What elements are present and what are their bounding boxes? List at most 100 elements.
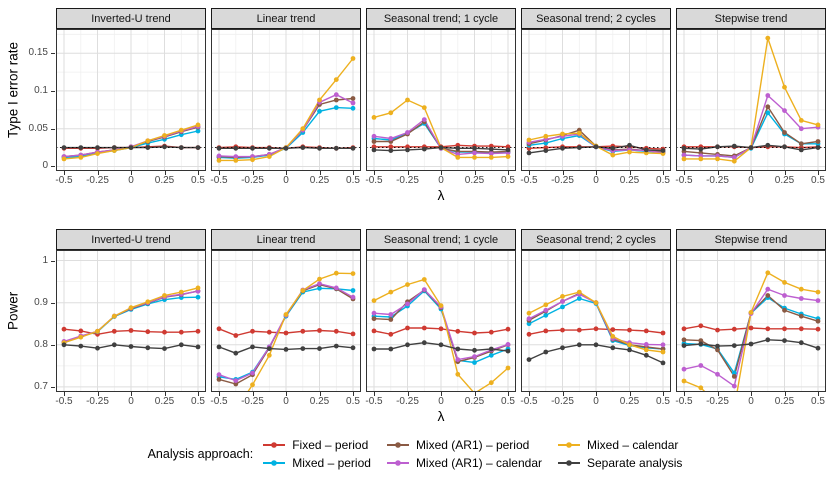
x-axis-tick-mark — [818, 171, 819, 175]
x-axis-tick-label: -0.25 — [706, 175, 729, 186]
x-axis-tick-label: -0.25 — [396, 396, 419, 407]
panel-plot — [366, 250, 516, 392]
panel-plot — [521, 29, 671, 171]
x-axis-tick-mark — [663, 392, 664, 396]
legend-entry: Mixed (AR1) – period — [386, 438, 542, 452]
x-axis-tick-mark — [64, 171, 65, 175]
panel-plot — [56, 250, 206, 392]
x-axis-tick-mark — [374, 392, 375, 396]
x-axis-tick-label: -0.25 — [551, 396, 574, 407]
x-axis-tick-mark — [97, 392, 99, 396]
panel-plot — [676, 250, 826, 392]
facet-panel: Seasonal trend; 1 cycle — [366, 8, 516, 171]
y-axis-tick-label: 0.7 — [34, 380, 48, 392]
x-axis-tick-mark — [198, 392, 199, 396]
x-axis-tick-label: 0.5 — [346, 175, 360, 186]
x-axis-tick-label: 0.5 — [656, 175, 670, 186]
legend-entry: Mixed – calendar — [557, 438, 682, 452]
legend-title: Analysis approach: — [147, 447, 254, 461]
y-axis-tick-mark — [51, 166, 55, 168]
x-axis-tick-label: 0 — [128, 396, 134, 407]
x-axis-tick-mark — [64, 392, 65, 396]
x-axis-tick-mark — [596, 392, 597, 396]
legend-entry: Separate analysis — [557, 456, 682, 470]
facet-panel: Seasonal trend; 1 cycle — [366, 229, 516, 392]
panel-plot — [366, 29, 516, 171]
x-axis-tick-mark — [319, 392, 321, 396]
x-axis-tick-label: 0.25 — [154, 396, 175, 407]
y-axis-tick-mark — [51, 386, 55, 388]
x-axis-tick-label: 0 — [748, 175, 754, 186]
x-axis-tick-label: -0.5 — [55, 396, 73, 407]
x-axis-tick-label: -0.25 — [241, 396, 264, 407]
x-axis-tick-mark — [529, 392, 530, 396]
x-axis-tick-mark — [784, 171, 786, 175]
x-axis-tick-mark — [717, 392, 719, 396]
legend-entry-label: Mixed – calendar — [587, 438, 679, 452]
x-axis-tick-label: 0.5 — [191, 175, 205, 186]
y-axis-tick-label: 0 — [42, 160, 48, 172]
x-axis-tick-label: -0.25 — [86, 396, 109, 407]
x-axis-tick-mark — [131, 392, 132, 396]
x-axis-tick-label: -0.25 — [706, 396, 729, 407]
x-axis-tick-mark — [474, 171, 476, 175]
x-axis-tick-label: 0 — [283, 175, 289, 186]
legend-entry: Mixed (AR1) – calendar — [386, 456, 542, 470]
legend-entry-label: Fixed – period — [292, 438, 369, 452]
facet-strip-label: Seasonal trend; 1 cycle — [366, 229, 516, 250]
x-axis-tick-mark — [407, 171, 409, 175]
panel-plot — [56, 29, 206, 171]
x-axis-tick-label: -0.25 — [396, 175, 419, 186]
x-axis-tick-label: 0 — [283, 396, 289, 407]
panel-plot — [676, 29, 826, 171]
x-axis-tick-mark — [629, 392, 631, 396]
x-axis-tick-label: -0.5 — [675, 175, 693, 186]
x-axis-tick-label: 0 — [438, 175, 444, 186]
x-axis-tick-mark — [374, 171, 375, 175]
x-axis-tick-label: -0.5 — [520, 175, 538, 186]
x-axis-tick-mark — [97, 171, 99, 175]
x-axis-tick-label: 0 — [593, 175, 599, 186]
x-axis-tick-mark — [629, 171, 631, 175]
legend-entry-label: Mixed – period — [292, 456, 371, 470]
x-axis-tick-label: 0.5 — [811, 396, 825, 407]
facet-panel: Linear trend — [211, 229, 361, 392]
x-axis-tick-label: 0.25 — [154, 175, 175, 186]
x-axis-tick-mark — [407, 392, 409, 396]
x-axis-tick-mark — [529, 171, 530, 175]
x-axis-tick-mark — [508, 171, 509, 175]
x-axis-tick-mark — [164, 171, 166, 175]
x-axis-tick-mark — [252, 392, 254, 396]
x-axis-tick-label: 0.5 — [501, 396, 515, 407]
y-axis-tick-mark — [51, 128, 55, 130]
x-axis-tick-mark — [717, 171, 719, 175]
x-axis-tick-label: 0 — [128, 175, 134, 186]
facet-panel: Inverted-U trend — [56, 8, 206, 171]
facet-strip-label: Seasonal trend; 2 cycles — [521, 229, 671, 250]
legend-entry-label: Mixed (AR1) – calendar — [415, 456, 542, 470]
x-axis-tick-label: 0.25 — [774, 396, 795, 407]
facet-panel: Stepwise trend — [676, 229, 826, 392]
panel-plot — [211, 29, 361, 171]
facet-panel: Inverted-U trend — [56, 229, 206, 392]
x-axis-tick-label: -0.5 — [210, 175, 228, 186]
x-axis-tick-mark — [219, 171, 220, 175]
y-axis-tick-label: 0.1 — [34, 84, 48, 96]
x-axis-tick-label: -0.5 — [210, 396, 228, 407]
x-axis-tick-mark — [684, 171, 685, 175]
x-axis-tick-label: 0.5 — [656, 396, 670, 407]
x-axis-tick-mark — [596, 171, 597, 175]
x-axis-tick-mark — [684, 392, 685, 396]
facet-panel: Stepwise trend — [676, 8, 826, 171]
x-axis-tick-label: 0.25 — [619, 396, 640, 407]
legend-key-icon — [558, 442, 580, 448]
facet-strip-label: Inverted-U trend — [56, 229, 206, 250]
y-axis-tick-label: 0.15 — [28, 47, 48, 59]
legend-key-icon — [263, 442, 286, 448]
x-axis-tick-label: 0.25 — [619, 175, 640, 186]
x-axis-tick-label: 0.25 — [464, 175, 485, 186]
x-axis-tick-mark — [131, 171, 132, 175]
x-axis-title: λ — [437, 187, 445, 203]
x-axis-tick-mark — [751, 392, 752, 396]
